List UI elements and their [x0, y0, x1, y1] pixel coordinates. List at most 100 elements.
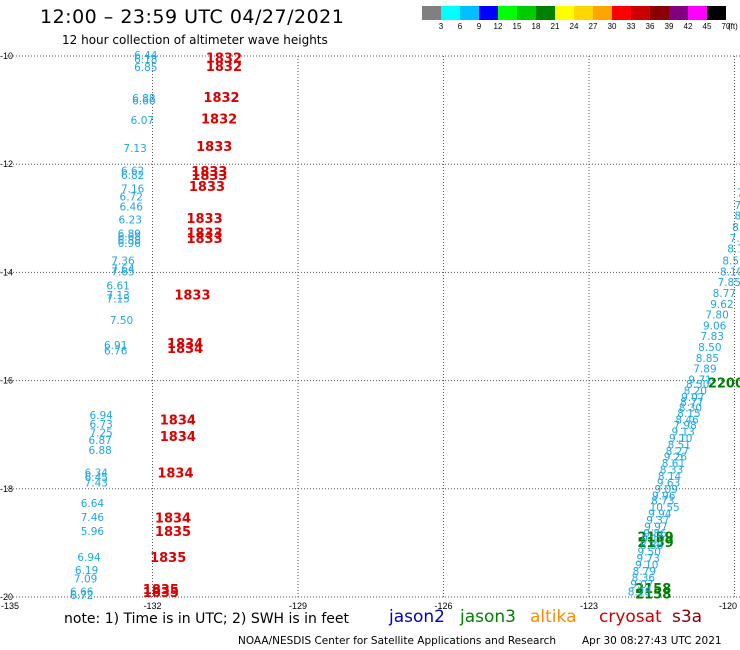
- swh-point-label: 8.36: [640, 540, 664, 552]
- swh-point-label: 8.27: [666, 446, 689, 458]
- legend-tick-label: 42: [684, 22, 693, 31]
- satellite-jason2-label: jason2: [389, 607, 445, 627]
- swh-point-label: 8.30: [679, 403, 702, 415]
- swh-point-label: 8.59: [722, 255, 740, 267]
- swh-point-label: 8.85: [696, 353, 719, 365]
- swh-point-label: 8.28: [628, 587, 651, 599]
- swh-point-label: 1833: [191, 169, 227, 184]
- swh-point-label: 1834: [167, 337, 203, 352]
- swh-point-label: 6.62: [121, 166, 144, 178]
- swh-point-label: 6.87: [88, 435, 111, 447]
- swh-point-label: 6.34: [85, 468, 109, 480]
- swh-point-label: 8.10: [720, 266, 740, 278]
- swh-point-label: 2158: [635, 587, 671, 602]
- legend-tick-label: 6: [458, 22, 463, 31]
- swh-point-label: 1833: [186, 232, 222, 247]
- generated-timestamp: Apr 30 08:27:43 UTC 2021: [582, 635, 722, 647]
- swh-point-label: 6.19: [75, 565, 98, 577]
- swh-point-label: 7.80: [737, 187, 740, 199]
- swh-point-label: 8.83: [735, 211, 740, 223]
- swh-point-label: 8.14: [658, 471, 682, 483]
- swh-point-label: 6.88: [118, 235, 141, 247]
- swh-point-label: 6.88: [132, 93, 155, 105]
- satellite-jason3-label: jason3: [460, 607, 516, 627]
- swh-point-label: 9.63: [657, 477, 680, 489]
- legend-swatch: [498, 6, 517, 20]
- legend-swatch: [536, 6, 555, 20]
- axis-ticks: -10 -12 -14 -16 -18 -20-135 -132 -129 -126 -123 -1…: [0, 51, 737, 611]
- chart-grid: [7, 55, 740, 598]
- swh-point-label: 5.96: [81, 526, 105, 538]
- swh-point-label: 8.50: [686, 379, 709, 391]
- swh-point-label: 9.94: [648, 509, 672, 521]
- legend-tick-label: 70: [722, 22, 731, 31]
- legend-swatch: [612, 6, 631, 20]
- swh-point-label: 6.45: [85, 472, 108, 484]
- swh-point-label: 1834: [155, 512, 191, 527]
- swh-point-label: 1833: [196, 140, 232, 155]
- swh-point-label: 7.46: [81, 512, 105, 524]
- swh-point-label: 7.16: [121, 184, 145, 196]
- swh-point-label: 1833: [191, 165, 227, 180]
- data-labels: 1832183218321832183318331833183318331833…: [70, 50, 740, 602]
- swh-point-label: 1832: [201, 112, 237, 127]
- swh-point-label: 6.82: [121, 170, 144, 182]
- swh-point-label: 8.15: [677, 408, 700, 420]
- x-tick-label: -132: [143, 601, 161, 611]
- swh-point-label: 8.70: [727, 244, 740, 256]
- y-tick-label: -12: [0, 159, 13, 169]
- legend-tick-label: 36: [646, 22, 655, 31]
- swh-point-label: 8.50: [698, 342, 721, 354]
- swh-point-label: 8.77: [713, 288, 736, 300]
- y-tick-label: -14: [0, 267, 13, 277]
- swh-point-label: 1835: [143, 586, 179, 601]
- swh-point-label: 1834: [160, 414, 196, 429]
- chart-title: 12:00 – 23:59 UTC 04/27/2021: [40, 6, 345, 28]
- swh-point-label: 9.71: [688, 375, 711, 387]
- y-tick-label: -16: [0, 376, 13, 386]
- legend-unit: (ft): [728, 22, 738, 31]
- satellite-cryosat-label: cryosat: [599, 607, 662, 627]
- swh-point-label: 9.10: [635, 560, 658, 572]
- satellite-s3a-label: s3a: [672, 607, 703, 627]
- legend-tick-label: 12: [494, 22, 503, 31]
- swh-point-label: 7.25: [89, 428, 112, 440]
- swh-point-label: 6.72: [120, 192, 143, 204]
- legend-tick-label: 30: [608, 22, 617, 31]
- swh-point-label: 6.61: [106, 280, 129, 292]
- swh-point-label: 1832: [203, 91, 239, 106]
- legend-tick-label: 27: [589, 22, 598, 31]
- swh-point-label: 8.36: [632, 573, 656, 585]
- swh-point-label: 1835: [150, 551, 186, 566]
- swh-point-label: 9.10: [641, 534, 664, 546]
- swh-point-label: 7.98: [673, 420, 696, 432]
- legend-tick-label: 21: [551, 22, 560, 31]
- swh-point-label: 6.66: [132, 95, 156, 107]
- swh-point-label: 9.07: [630, 579, 653, 591]
- swh-point-label: 7.13: [106, 290, 129, 302]
- legend-swatch: [574, 6, 593, 20]
- swh-point-label: 7.43: [85, 477, 108, 489]
- swh-point-label: 1834: [157, 467, 193, 482]
- swh-point-label: 9.06: [703, 320, 727, 332]
- legend-swatch: [707, 6, 726, 20]
- swh-point-label: 6.91: [104, 340, 127, 352]
- credit-line: NOAA/NESDIS Center for Satellite Applica…: [238, 635, 556, 647]
- swh-point-label: 1835: [143, 583, 179, 598]
- swh-point-label: 7.83: [701, 331, 724, 343]
- legend-tick-label: 18: [532, 22, 541, 31]
- swh-point-label: 7.65: [111, 266, 134, 278]
- swh-point-label: 1833: [186, 226, 222, 241]
- swh-point-label: 9.26: [664, 451, 688, 463]
- swh-point-label: 9.86: [643, 528, 667, 540]
- swh-point-label: 6.88: [88, 445, 111, 457]
- legend-tick-label: 45: [703, 22, 712, 31]
- y-tick-label: -18: [0, 484, 13, 494]
- legend-swatch: [555, 6, 574, 20]
- swh-point-label: 9.07: [681, 392, 704, 404]
- swh-point-label: 10.55: [650, 502, 680, 514]
- swh-point-label: 6.23: [119, 214, 142, 226]
- swh-point-label: 7.50: [110, 315, 133, 327]
- legend-swatch: [517, 6, 536, 20]
- swh-point-label: 7.35: [735, 200, 740, 212]
